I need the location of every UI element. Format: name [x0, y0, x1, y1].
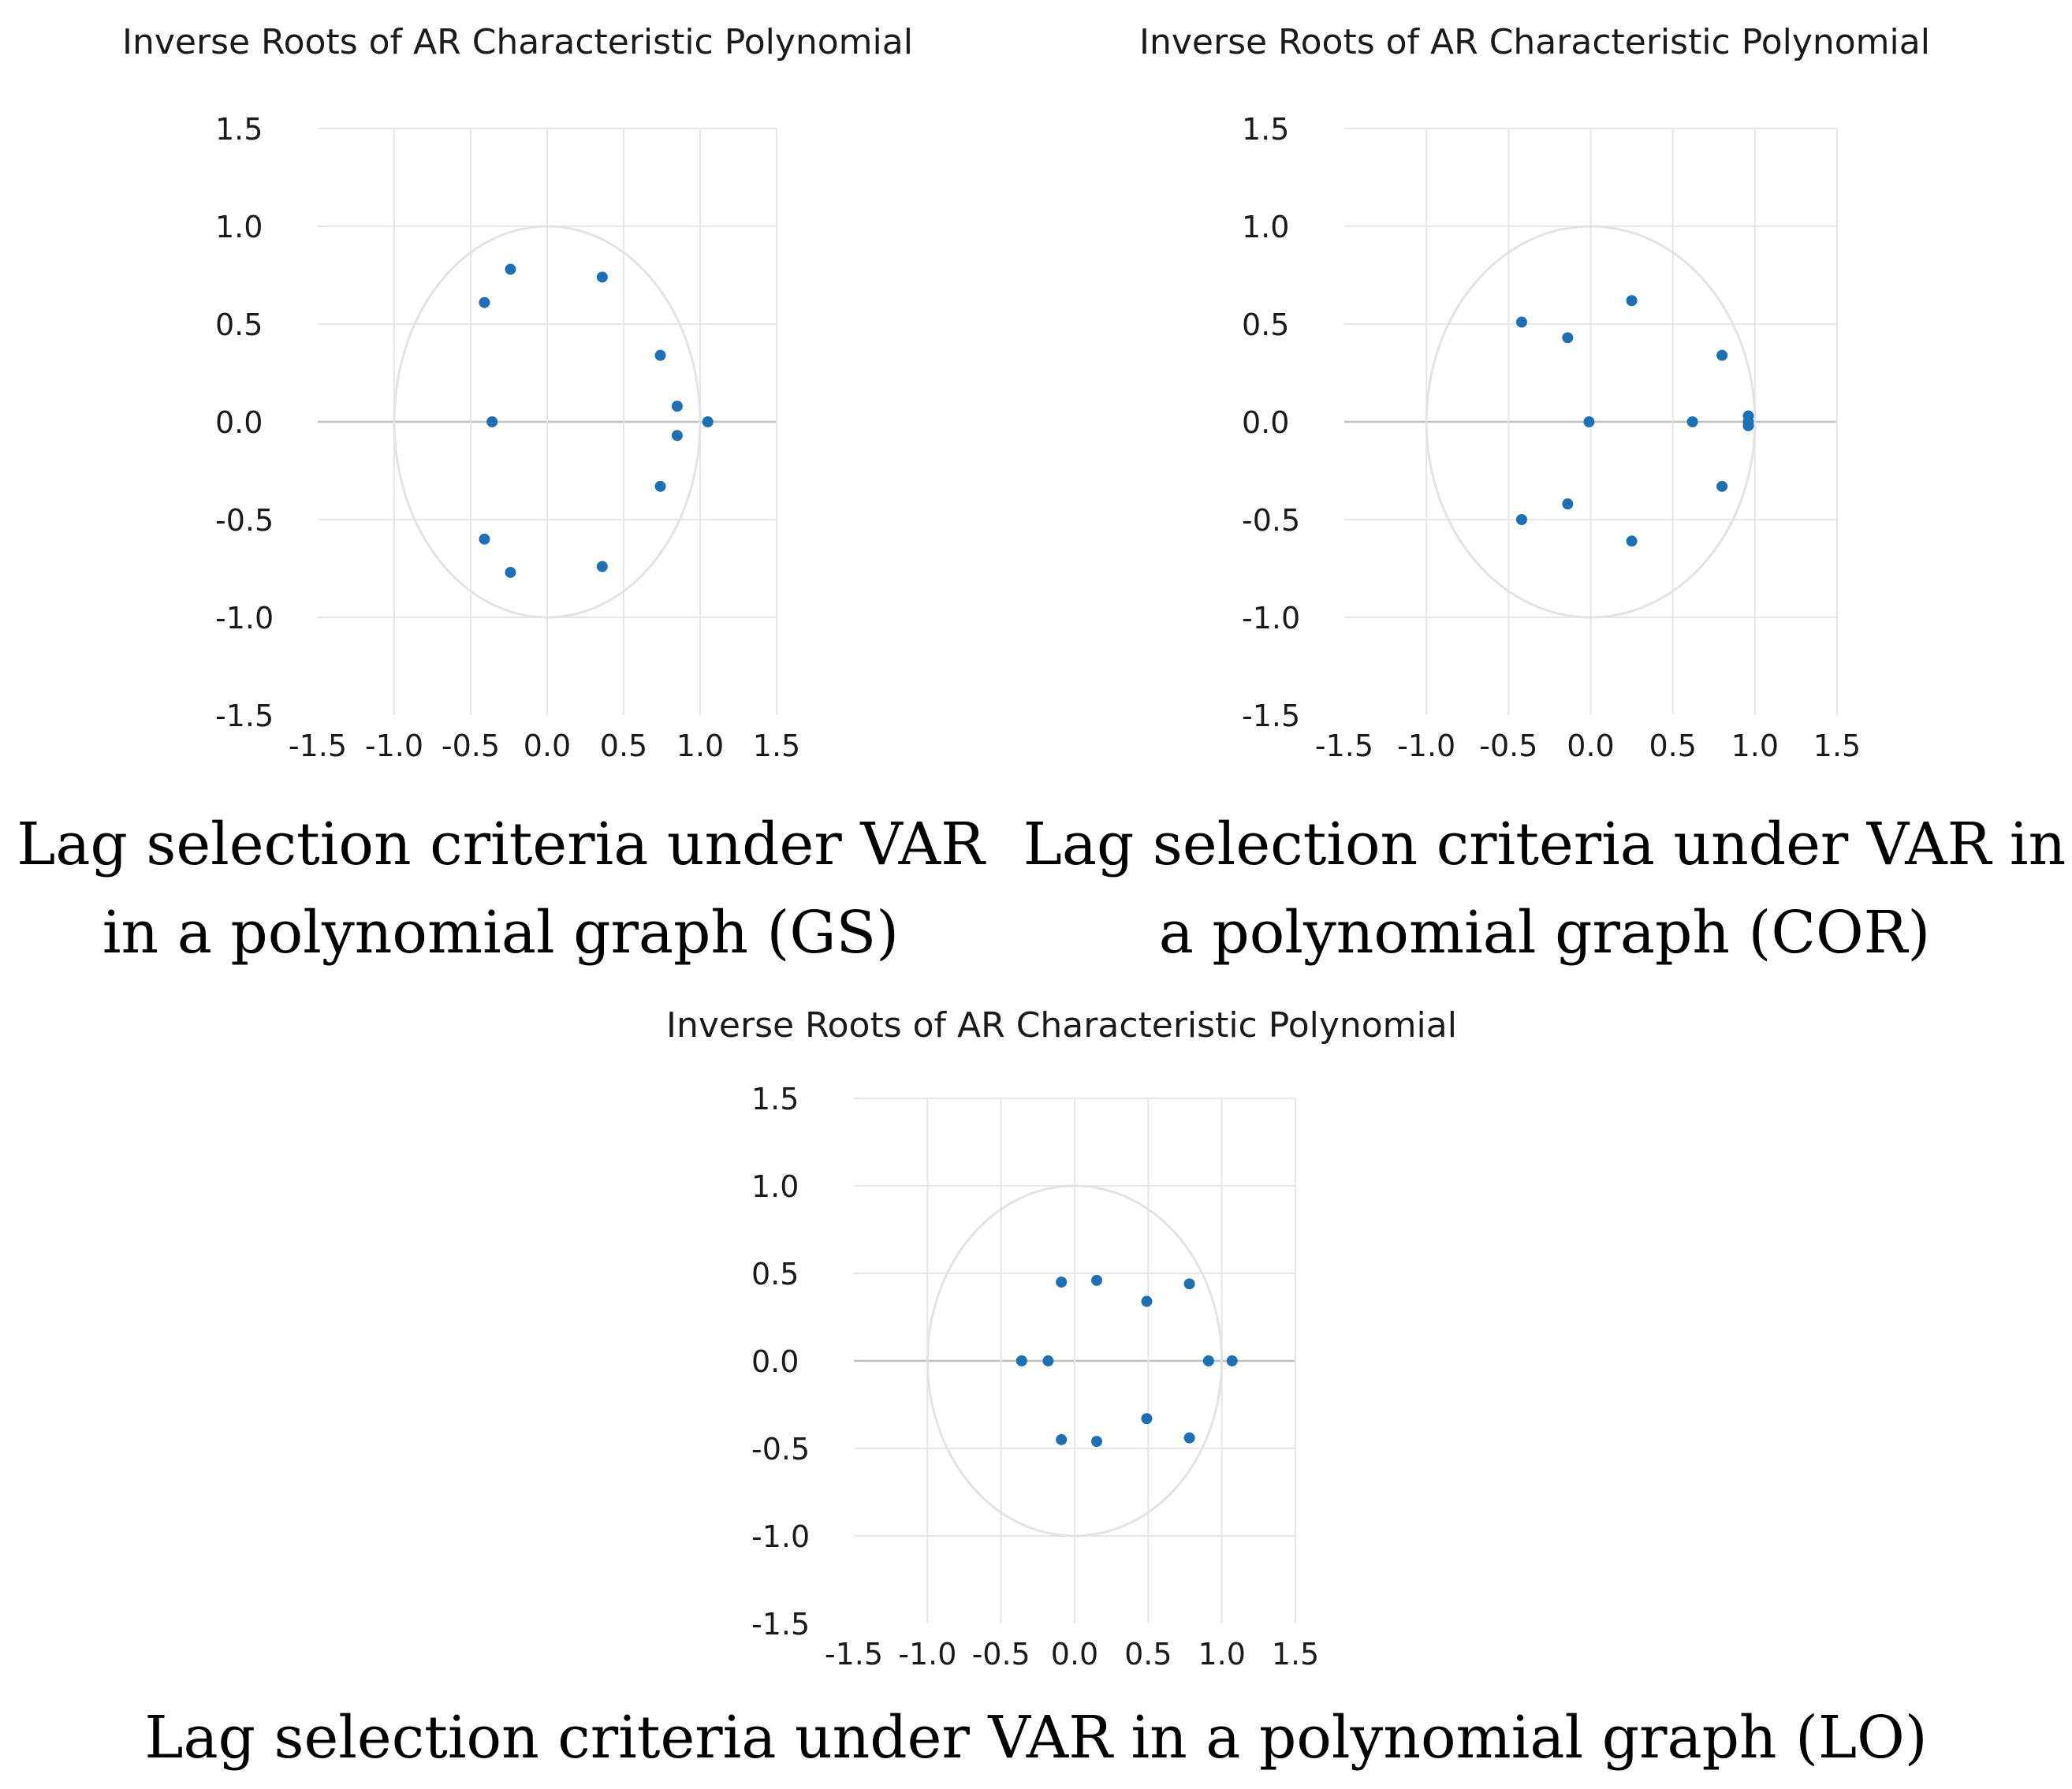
x-tick-label: 1.0 [1731, 729, 1779, 763]
y-tick-label: -1.5 [1242, 699, 1300, 733]
data-point [702, 416, 714, 427]
data-point [1686, 416, 1698, 427]
chart-title: Inverse Roots of AR Characteristic Polyn… [1139, 22, 1930, 62]
data-point [1091, 1274, 1102, 1286]
y-tick-label: 1.5 [1242, 112, 1289, 147]
data-point [505, 263, 516, 275]
y-tick-label: 1.0 [215, 210, 263, 244]
x-tick-label: 0.5 [1649, 729, 1696, 763]
data-point [1141, 1413, 1153, 1425]
data-point [1516, 316, 1527, 328]
data-point [1091, 1436, 1102, 1448]
x-tick-label: 1.5 [753, 729, 800, 763]
x-tick-label: -1.5 [1315, 729, 1373, 763]
chart-caption: Lag selection criteria under VAR in a po… [0, 800, 1001, 977]
chart-title: Inverse Roots of AR Characteristic Polyn… [122, 22, 913, 62]
chart-caption: Lag selection criteria under VAR in a po… [0, 1694, 2072, 1782]
x-tick-label: 0.5 [1124, 1637, 1172, 1672]
y-tick-label: -1.5 [751, 1607, 810, 1642]
data-point [654, 480, 666, 492]
y-tick-label: 0.5 [215, 307, 263, 342]
x-tick-label: -0.5 [972, 1637, 1030, 1672]
unit-circle [926, 1184, 1224, 1537]
data-point [479, 533, 490, 545]
data-point [1742, 419, 1754, 431]
x-tick-label: -1.5 [825, 1637, 883, 1672]
caption-line: a polynomial graph (COR) [1158, 899, 1931, 967]
x-tick-label: 1.5 [1813, 729, 1861, 763]
data-point [505, 566, 516, 578]
y-tick-label: 1.0 [751, 1169, 799, 1204]
data-point [486, 416, 498, 427]
data-point [1562, 498, 1574, 510]
x-tick-label: 0.0 [524, 729, 571, 763]
caption-line: Lag selection criteria under VAR in [1023, 811, 2066, 878]
y-tick-label: 1.5 [751, 1082, 799, 1116]
data-point [596, 271, 608, 283]
data-point [1056, 1277, 1068, 1288]
x-tick-label: 0.0 [1051, 1637, 1098, 1672]
chart-caption: Lag selection criteria under VAR in a po… [1017, 800, 2072, 977]
data-point [1016, 1355, 1027, 1366]
y-tick-label: 1.0 [1242, 210, 1289, 244]
caption-line: in a polynomial graph (GS) [102, 899, 900, 967]
x-tick-label: -1.0 [898, 1637, 956, 1672]
data-point [1583, 416, 1595, 427]
y-tick-label: 0.0 [751, 1344, 799, 1379]
data-point [654, 349, 666, 361]
data-point [1716, 480, 1728, 492]
x-tick-label: -0.5 [1479, 729, 1537, 763]
data-point [1183, 1278, 1195, 1290]
data-point [596, 561, 608, 572]
data-point [1183, 1432, 1195, 1444]
data-point [1226, 1355, 1238, 1366]
y-tick-label: 0.5 [1242, 307, 1289, 342]
x-tick-label: -0.5 [442, 729, 500, 763]
y-tick-label: 0.5 [751, 1257, 799, 1291]
data-point [1626, 295, 1638, 307]
y-tick-label: 0.0 [215, 405, 263, 440]
caption-line: Lag selection criteria under VAR in a po… [144, 1704, 1928, 1772]
data-point [1516, 514, 1527, 525]
data-point [1141, 1295, 1153, 1307]
y-tick-label: 0.0 [1242, 405, 1289, 440]
x-tick-label: 0.0 [1567, 729, 1614, 763]
data-point [1562, 332, 1574, 344]
y-tick-label: -1.5 [215, 699, 274, 733]
data-point [671, 401, 683, 412]
y-tick-label: -0.5 [1242, 503, 1300, 538]
y-tick-label: -1.0 [751, 1519, 810, 1554]
data-point [479, 296, 490, 308]
unit-circle [393, 225, 702, 619]
y-tick-label: -0.5 [215, 503, 274, 538]
x-tick-label: -1.0 [365, 729, 423, 763]
y-tick-label: 1.5 [215, 112, 263, 147]
y-tick-label: -0.5 [751, 1432, 810, 1467]
data-point [671, 430, 683, 442]
x-tick-label: 1.5 [1272, 1637, 1319, 1672]
x-tick-label: -1.5 [289, 729, 347, 763]
unit-circle [1425, 225, 1757, 619]
data-point [1056, 1433, 1068, 1445]
y-tick-label: -1.0 [215, 601, 274, 635]
data-point [1042, 1355, 1054, 1366]
x-tick-label: 0.5 [600, 729, 647, 763]
x-tick-label: -1.0 [1397, 729, 1455, 763]
data-point [1202, 1355, 1214, 1366]
chart-title: Inverse Roots of AR Characteristic Polyn… [666, 1005, 1457, 1045]
caption-line: Lag selection criteria under VAR [17, 811, 985, 878]
data-point [1716, 349, 1728, 361]
x-tick-label: 1.0 [1198, 1637, 1245, 1672]
data-point [1626, 535, 1638, 547]
x-tick-label: 1.0 [676, 729, 724, 763]
y-tick-label: -1.0 [1242, 601, 1300, 635]
